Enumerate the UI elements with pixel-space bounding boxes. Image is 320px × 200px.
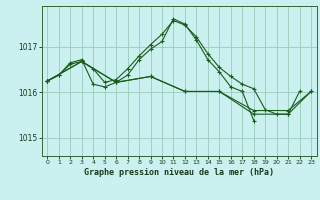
- X-axis label: Graphe pression niveau de la mer (hPa): Graphe pression niveau de la mer (hPa): [84, 168, 274, 177]
